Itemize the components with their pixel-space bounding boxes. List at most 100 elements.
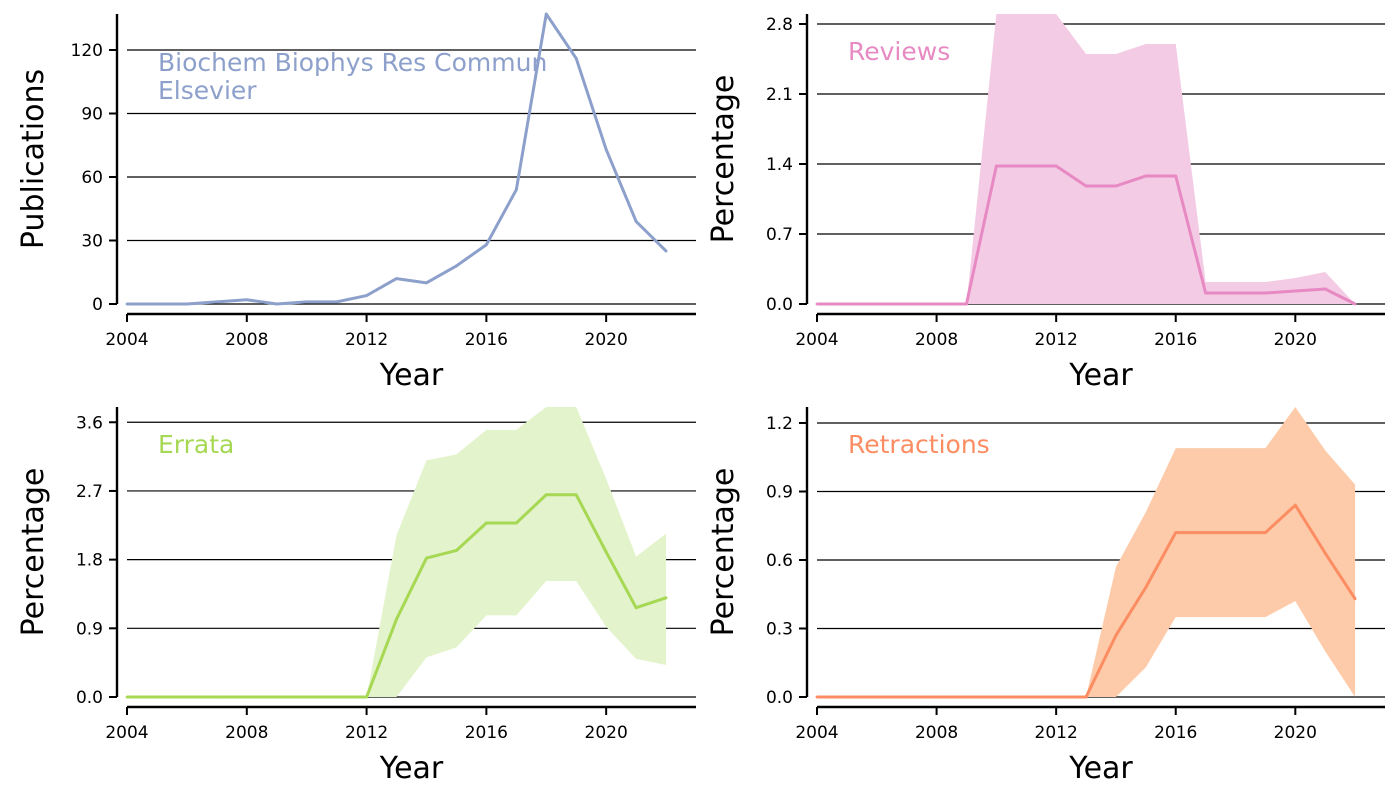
y-tick-label: 1.8 xyxy=(76,551,103,571)
data-point xyxy=(1234,291,1237,295)
data-point xyxy=(1174,174,1178,178)
y-tick-label: 0.6 xyxy=(766,551,793,571)
data-point xyxy=(125,695,129,699)
x-axis-title: Year xyxy=(1068,358,1133,393)
data-point xyxy=(815,302,819,306)
data-point xyxy=(215,695,219,699)
y-tick-label: 0 xyxy=(92,295,103,315)
x-tick-label: 2020 xyxy=(585,330,628,350)
x-tick-label: 2020 xyxy=(1274,723,1317,743)
x-tick-label: 2004 xyxy=(105,330,148,350)
x-tick-label: 2008 xyxy=(915,330,958,350)
panel-label: Biochem Biophys Res Commun xyxy=(158,48,547,77)
data-point xyxy=(185,695,189,699)
x-tick-label: 2004 xyxy=(795,330,838,350)
x-tick-label: 2008 xyxy=(225,723,268,743)
data-point xyxy=(544,12,548,16)
panel-retractions: 0.0 0.3 0.6 0.9 1.2 2004 2008 2012 2016 2020 Retra… xyxy=(706,407,1385,786)
y-tick-label: 0.9 xyxy=(76,619,103,639)
y-tick-label: 120 xyxy=(71,41,103,61)
x-tick-label: 2012 xyxy=(345,330,388,350)
confidence-band xyxy=(817,407,1356,697)
y-tick-label: 30 xyxy=(81,231,103,251)
y-tick-label: 0.0 xyxy=(766,688,793,708)
data-point xyxy=(455,264,458,268)
data-point xyxy=(1144,585,1148,589)
data-point xyxy=(905,302,909,306)
data-point xyxy=(484,521,488,525)
x-axis-title: Year xyxy=(1068,751,1133,786)
y-axis-title: Percentage xyxy=(16,468,51,637)
confidence-band xyxy=(817,14,1356,304)
x-tick-label: 2016 xyxy=(1154,723,1197,743)
data-point xyxy=(335,300,339,304)
data-point xyxy=(1323,287,1327,291)
x-tick-label: 2020 xyxy=(585,723,628,743)
y-tick-label: 90 xyxy=(81,104,103,124)
data-point xyxy=(815,695,819,699)
data-point xyxy=(1234,531,1237,534)
y-axis-title: Percentage xyxy=(706,75,741,244)
panel-label: Errata xyxy=(158,430,234,459)
y-tick-label: 0.7 xyxy=(766,225,793,245)
data-point xyxy=(1204,531,1208,534)
data-point xyxy=(1264,291,1267,295)
data-point xyxy=(245,298,249,302)
y-tick-label: 2.7 xyxy=(76,482,103,502)
data-point xyxy=(1204,291,1208,295)
data-point xyxy=(875,302,879,306)
data-point xyxy=(425,556,428,560)
data-point xyxy=(1054,164,1058,168)
x-tick-label: 2016 xyxy=(465,723,508,743)
data-point xyxy=(1084,695,1088,699)
data-point xyxy=(1054,695,1058,699)
y-tick-label: 1.2 xyxy=(766,414,793,434)
y-tick-label: 2.1 xyxy=(766,85,793,105)
panel-label: Retractions xyxy=(848,430,990,459)
x-tick-label: 2012 xyxy=(1035,330,1078,350)
data-point xyxy=(574,57,578,60)
y-tick-label: 60 xyxy=(81,168,103,188)
y-tick-label: 3.6 xyxy=(76,413,103,433)
data-point xyxy=(155,695,159,699)
panel-label: Elsevier xyxy=(158,76,257,105)
data-point xyxy=(1323,551,1327,555)
data-point xyxy=(215,300,219,304)
data-point xyxy=(155,302,159,306)
data-point xyxy=(1264,531,1267,534)
data-point xyxy=(634,606,638,610)
data-point xyxy=(1024,695,1028,699)
data-point xyxy=(965,302,968,306)
data-point xyxy=(1353,597,1357,601)
confidence-band xyxy=(127,407,667,697)
x-tick-label: 2008 xyxy=(225,330,268,350)
y-tick-label: 0.9 xyxy=(766,482,793,502)
data-point xyxy=(604,148,608,151)
data-point xyxy=(664,249,668,253)
data-point xyxy=(245,695,249,699)
data-point xyxy=(1293,503,1297,507)
data-point xyxy=(965,695,968,699)
x-tick-label: 2016 xyxy=(1154,330,1197,350)
panel-reviews: 0.0 0.7 1.4 2.1 2.8 2004 2008 2012 2016 2020 Revie… xyxy=(706,14,1385,393)
data-point xyxy=(1114,633,1118,637)
data-point xyxy=(544,493,548,497)
data-point xyxy=(275,302,279,306)
data-point xyxy=(875,695,879,699)
data-point xyxy=(455,549,458,552)
data-point xyxy=(845,695,849,699)
data-point xyxy=(335,695,339,699)
data-point xyxy=(1084,184,1088,188)
y-tick-label: 0.3 xyxy=(766,619,793,639)
data-point xyxy=(1353,302,1357,306)
y-tick-label: 1.4 xyxy=(766,155,793,175)
data-point xyxy=(1024,164,1028,168)
panel-publications: 0 30 60 90 120 2004 2008 2012 2016 2020 Biochem Bi… xyxy=(16,12,696,393)
x-axis-title: Year xyxy=(379,358,444,393)
x-tick-label: 2012 xyxy=(345,723,388,743)
data-point xyxy=(1114,184,1118,188)
y-tick-label: 0.0 xyxy=(76,688,103,708)
panel-errata: 0.0 0.9 1.8 2.7 3.6 2004 2008 2012 2016 2020 Errat… xyxy=(16,407,696,786)
y-tick-label: 0.0 xyxy=(766,295,793,315)
x-tick-label: 2004 xyxy=(795,723,838,743)
